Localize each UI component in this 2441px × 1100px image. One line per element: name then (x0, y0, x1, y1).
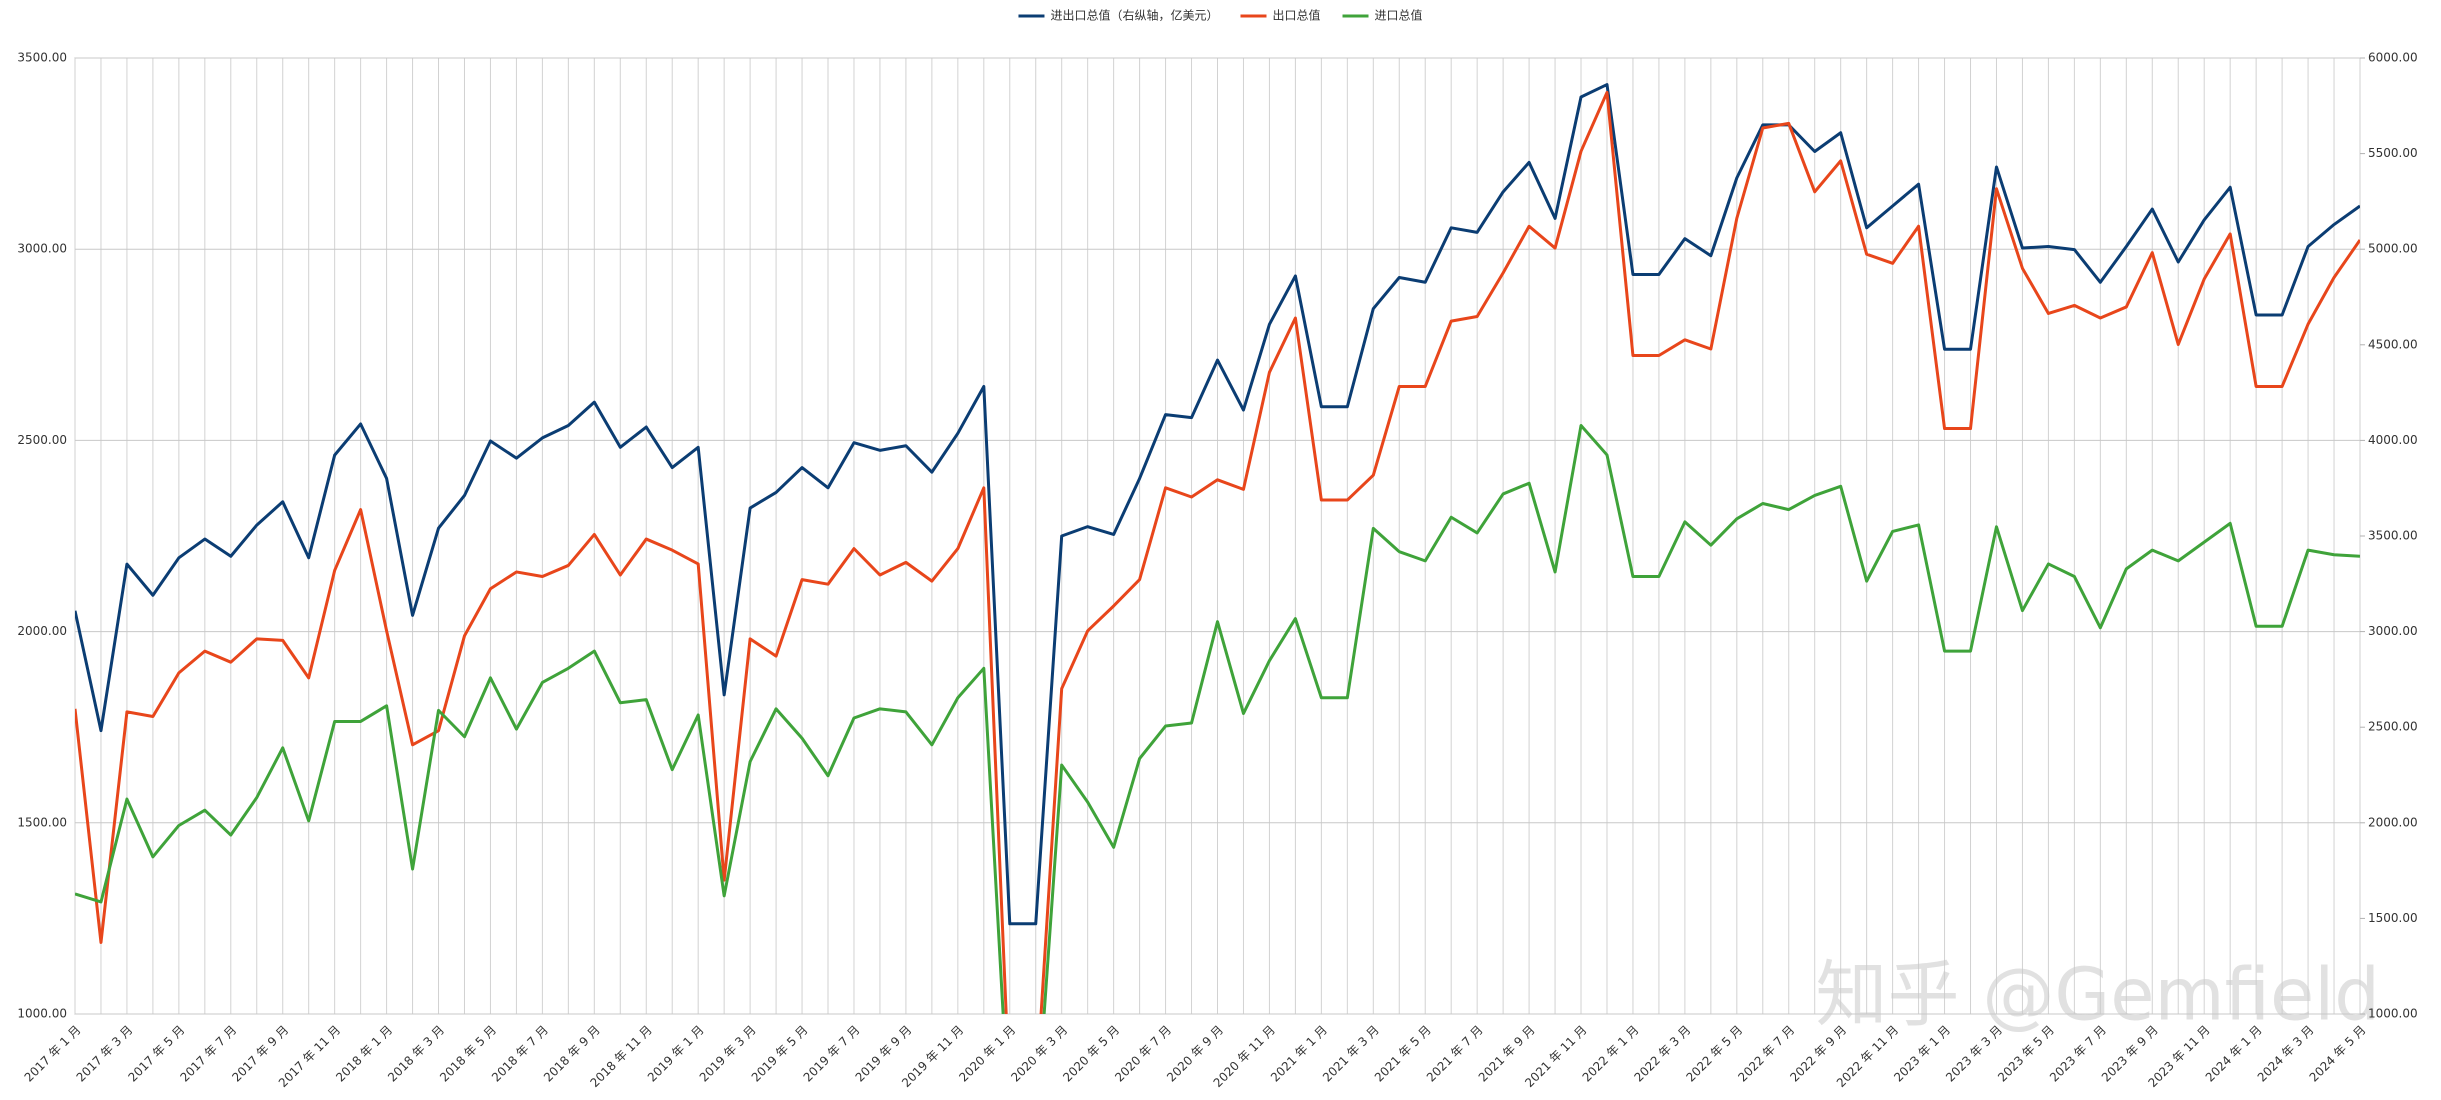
grid (74, 57, 2361, 1015)
legend-label: 进出口总值（右纵轴，亿美元） (1050, 8, 1218, 23)
y2-tick-label: 3000.00 (2368, 624, 2418, 638)
legend-item: 出口总值 (1240, 8, 1321, 23)
legend-item: 进口总值 (1342, 8, 1423, 23)
y-tick-label: 2500.00 (17, 433, 67, 447)
y2-tick-label: 5500.00 (2368, 146, 2418, 160)
y-tick-label: 1000.00 (17, 1007, 67, 1021)
y2-tick-label: 3500.00 (2368, 529, 2418, 543)
watermark: 知乎 @Gemfield (1816, 953, 2380, 1037)
series-line (75, 90, 2360, 1014)
legend-item: 进出口总值（右纵轴，亿美元） (1018, 8, 1218, 23)
legend-label: 出口总值 (1272, 8, 1320, 23)
y-tick-label: 3000.00 (17, 242, 67, 256)
y2-tick-label: 2000.00 (2368, 815, 2418, 829)
y-tick-label: 2000.00 (17, 624, 67, 638)
y2-tick-label: 4500.00 (2368, 337, 2418, 351)
y-tick-label: 1500.00 (17, 815, 67, 829)
series-lines (75, 83, 2360, 1014)
y2-tick-label: 6000.00 (2368, 51, 2418, 65)
legend-label: 进口总值 (1375, 8, 1423, 23)
y-tick-label: 3500.00 (17, 51, 67, 65)
y2-tick-label: 5000.00 (2368, 242, 2418, 256)
y2-tick-label: 1000.00 (2368, 1007, 2418, 1021)
y2-tick-label: 4000.00 (2368, 433, 2418, 447)
legend: 进出口总值（右纵轴，亿美元） 出口总值 进口总值 (1018, 8, 1423, 23)
y2-tick-label: 1500.00 (2368, 911, 2418, 925)
y2-tick-label: 2500.00 (2368, 720, 2418, 734)
series-line (75, 83, 2360, 926)
series-line (75, 423, 2360, 1014)
